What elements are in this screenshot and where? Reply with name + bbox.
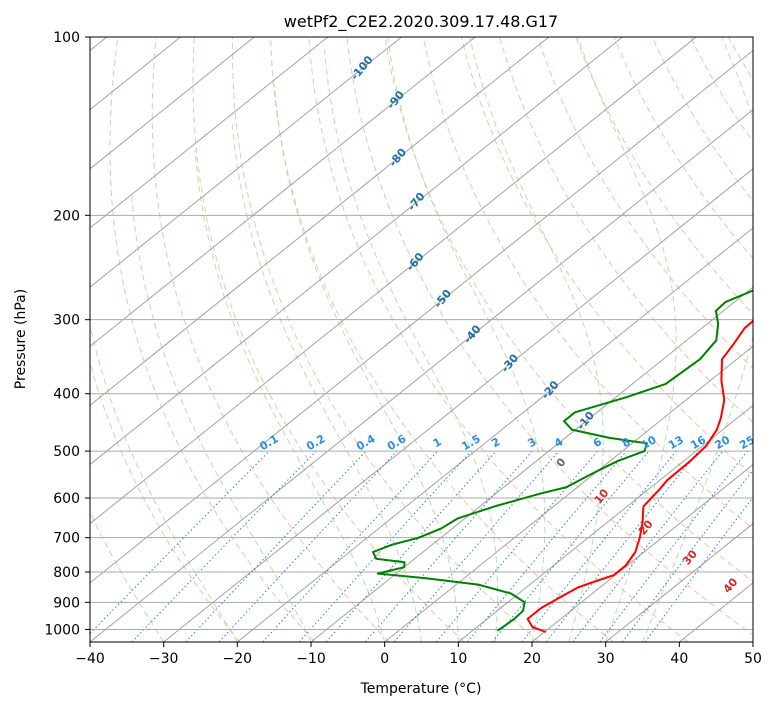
- isotherm-line: [458, 404, 753, 642]
- isotherm-line: [90, 37, 623, 466]
- mixing-ratio-label: 25: [737, 433, 757, 452]
- x-tick-label: 10: [449, 651, 467, 667]
- y-axis: 1000 900 800 700 600 500 400 300 200 100: [44, 30, 90, 638]
- chart-title: wetPf2_C2E2.2020.309.17.48.G17: [284, 12, 558, 32]
- isotherm-line: [310, 286, 753, 642]
- y-tick-label: 300: [53, 313, 80, 329]
- moist-adiabat: [577, 37, 677, 642]
- isotherm-line: [90, 37, 402, 288]
- isotherm-line: [237, 227, 753, 642]
- isotherm-line: [90, 37, 255, 170]
- isotherm-line: [531, 463, 753, 642]
- mixing-ratio-line: [621, 469, 753, 642]
- y-tick-label: 800: [53, 565, 80, 581]
- dry-adiabat: [422, 37, 753, 530]
- mixing-ratio-line: [131, 450, 317, 642]
- dry-adiabat: [308, 37, 689, 642]
- x-axis: −40 −30 −20 −10 0 10 20 30 40 50: [75, 642, 762, 667]
- y-tick-label: 100: [53, 30, 80, 46]
- moist-adiabat: [324, 49, 498, 642]
- dry-adiabat: [270, 37, 614, 642]
- moist-adiabat: [231, 123, 422, 642]
- moist-adiabat: [131, 195, 312, 642]
- data-series: [372, 289, 753, 633]
- y-tick-label: 700: [53, 531, 80, 547]
- dry-adiabat: [151, 37, 390, 642]
- x-tick-label: 40: [670, 651, 688, 667]
- y-tick-label: 900: [53, 595, 80, 611]
- isotherm-line: [90, 37, 697, 525]
- dry-adiabat: [575, 37, 753, 315]
- y-axis-label: Pressure (hPa): [13, 289, 29, 389]
- mixing-ratio-line: [185, 450, 367, 642]
- isotherm-line: [163, 168, 753, 642]
- dry-adiabat: [346, 37, 753, 636]
- mixing-ratio-line: [298, 450, 472, 642]
- isotherm-line: [90, 37, 329, 229]
- isotherm-line: [384, 345, 753, 642]
- isotherm-line: [605, 523, 753, 642]
- dewpoint-series-line: [372, 289, 753, 632]
- moist-adiabat: [469, 37, 604, 642]
- moist-adiabat: [90, 322, 238, 642]
- mixing-ratio-line: [599, 450, 748, 642]
- dry-adiabat: [90, 361, 241, 642]
- mixing-ratio-line: [325, 450, 497, 642]
- mixing-ratio-line: [644, 496, 753, 642]
- y-tick-label: 600: [53, 491, 80, 507]
- mixing-ratio-line: [393, 450, 560, 642]
- x-tick-label: 30: [597, 651, 615, 667]
- plot-frame: [89, 36, 754, 643]
- isotherm-line: [90, 37, 476, 347]
- mixing-ratio-line: [262, 450, 438, 642]
- isotherm-line: [90, 49, 753, 584]
- y-tick-label: 200: [53, 208, 80, 224]
- y-tick-label: 500: [53, 444, 80, 460]
- mixing-ratio-line: [572, 450, 724, 642]
- mixing-ratio-line: [90, 450, 270, 635]
- isobar-gridlines: [90, 37, 753, 630]
- x-tick-label: −10: [296, 651, 326, 667]
- mixing-ratio-line: [491, 450, 650, 642]
- isotherm-line: [90, 37, 550, 407]
- y-tick-label: 400: [53, 387, 80, 403]
- dry-adiabat: [192, 37, 465, 642]
- x-tick-label: −30: [149, 651, 179, 667]
- mixing-ratio-line: [467, 450, 627, 642]
- moist-adiabat: [642, 37, 753, 642]
- mixing-ratio-lines: [90, 450, 753, 642]
- x-tick-label: −20: [223, 651, 253, 667]
- isotherms: [90, 37, 753, 642]
- x-tick-label: −40: [75, 651, 105, 667]
- y-tick-label: 1000: [44, 622, 80, 638]
- temperature-series-line: [526, 319, 753, 633]
- mixing-ratio-line: [364, 450, 533, 642]
- x-tick-label: 0: [380, 651, 389, 667]
- isotherm-line: [90, 109, 753, 642]
- moist-adiabat: [387, 37, 546, 642]
- mixing-ratio-line: [218, 450, 398, 642]
- dry-adiabat: [231, 37, 540, 642]
- x-tick-label: 20: [523, 651, 541, 667]
- x-axis-label: Temperature (°C): [360, 681, 482, 697]
- dry-adiabat: [109, 37, 316, 642]
- x-tick-label: 50: [744, 651, 762, 667]
